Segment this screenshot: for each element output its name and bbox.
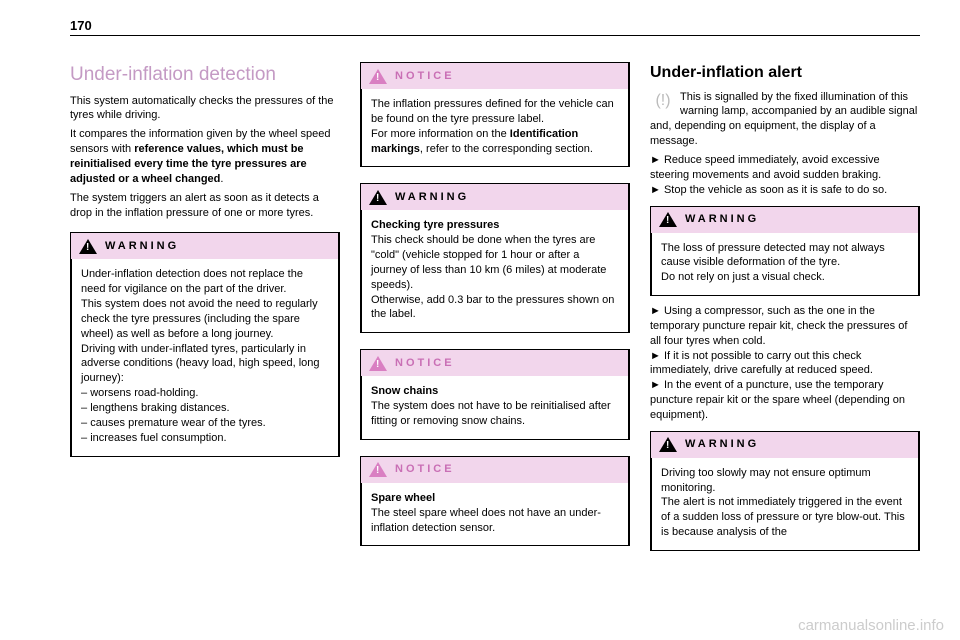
paragraph: The alert is not immediately triggered i… [661, 495, 908, 540]
paragraph: Under-inflation detection does not repla… [81, 267, 328, 297]
tyre-pressure-icon: (!) [650, 90, 676, 112]
warning-title: WARNING [105, 239, 179, 254]
warning-box: WARNING Checking tyre pressures This che… [360, 183, 630, 333]
warning-icon [79, 238, 97, 254]
notice-body: The inflation pressures defined for the … [361, 89, 628, 166]
watermark: carmanualsonline.info [798, 617, 944, 634]
notice-header: NOTICE [361, 350, 628, 376]
list-item: worsens road-holding. [81, 386, 328, 401]
paragraph: Otherwise, add 0.3 bar to the pressures … [371, 293, 618, 323]
warning-body: Checking tyre pressures This check shoul… [361, 210, 628, 332]
paragraph: The system triggers an alert as soon as … [70, 191, 340, 221]
notice-title: NOTICE [395, 462, 455, 477]
arrow-list: Reduce speed immediately, avoid excessiv… [650, 153, 920, 198]
notice-icon [369, 462, 387, 478]
page-number: 170 [70, 18, 92, 33]
notice-header: NOTICE [361, 457, 628, 483]
warning-box: WARNING The loss of pressure detected ma… [650, 206, 920, 297]
heading-under-inflation-alert: Under-inflation alert [650, 62, 920, 84]
warning-body: Under-inflation detection does not repla… [71, 259, 338, 455]
subheading: Checking tyre pressures [371, 218, 618, 233]
notice-body: Snow chains The system does not have to … [361, 376, 628, 439]
top-rule [70, 35, 920, 36]
text: This is signalled by the fixed illuminat… [650, 91, 917, 148]
list-item: Reduce speed immediately, avoid excessiv… [650, 153, 920, 183]
paragraph: This system automatically checks the pre… [70, 94, 340, 124]
warning-title: WARNING [685, 212, 759, 227]
arrow-list: Using a compressor, such as the one in t… [650, 304, 920, 423]
bullet-list: worsens road-holding. lengthens braking … [81, 386, 328, 445]
warning-icon [369, 189, 387, 205]
notice-title: NOTICE [395, 356, 455, 371]
column-1: Under-inflation detection This system au… [70, 62, 340, 630]
subheading: Spare wheel [371, 491, 618, 506]
paragraph: Do not rely on just a visual check. [661, 270, 908, 285]
list-item: causes premature wear of the tyres. [81, 416, 328, 431]
notice-icon [369, 355, 387, 371]
warning-icon [659, 437, 677, 453]
notice-box: NOTICE The inflation pressures defined f… [360, 62, 630, 167]
subheading: Snow chains [371, 384, 618, 399]
paragraph: (!) This is signalled by the fixed illum… [650, 90, 920, 149]
content-columns: Under-inflation detection This system au… [70, 62, 920, 630]
warning-box: WARNING Driving too slowly may not ensur… [650, 431, 920, 551]
paragraph: This check should be done when the tyres… [371, 233, 618, 292]
list-item: lengthens braking distances. [81, 401, 328, 416]
warning-body: Driving too slowly may not ensure optimu… [651, 458, 918, 550]
paragraph: For more information on the Identificati… [371, 127, 618, 157]
column-2: NOTICE The inflation pressures defined f… [360, 62, 630, 630]
text: For more information on the [371, 128, 510, 140]
notice-header: NOTICE [361, 63, 628, 89]
paragraph: Driving too slowly may not ensure optimu… [661, 466, 908, 496]
paragraph: It compares the information given by the… [70, 127, 340, 186]
notice-body: Spare wheel The steel spare wheel does n… [361, 483, 628, 546]
notice-title: NOTICE [395, 69, 455, 84]
paragraph: The steel spare wheel does not have an u… [371, 506, 618, 536]
list-item: Stop the vehicle as soon as it is safe t… [650, 183, 920, 198]
paragraph: Driving with under-inflated tyres, parti… [81, 342, 328, 387]
paragraph: The loss of pressure detected may not al… [661, 241, 908, 271]
list-item: If it is not possible to carry out this … [650, 349, 920, 379]
text: , refer to the corresponding section. [420, 143, 593, 155]
warning-title: WARNING [395, 190, 469, 205]
warning-header: WARNING [361, 184, 628, 210]
paragraph: The inflation pressures defined for the … [371, 97, 618, 127]
list-item: increases fuel consumption. [81, 431, 328, 446]
notice-box: NOTICE Spare wheel The steel spare wheel… [360, 456, 630, 547]
column-3: Under-inflation alert (!) This is signal… [650, 62, 920, 630]
warning-title: WARNING [685, 437, 759, 452]
notice-icon [369, 68, 387, 84]
text: . [220, 173, 223, 185]
list-item: Using a compressor, such as the one in t… [650, 304, 920, 349]
warning-header: WARNING [71, 233, 338, 259]
warning-header: WARNING [651, 207, 918, 233]
paragraph: This system does not avoid the need to r… [81, 297, 328, 342]
notice-box: NOTICE Snow chains The system does not h… [360, 349, 630, 440]
warning-box: WARNING Under-inflation detection does n… [70, 232, 340, 456]
warning-header: WARNING [651, 432, 918, 458]
list-item: In the event of a puncture, use the temp… [650, 378, 920, 423]
heading-under-inflation-detection: Under-inflation detection [70, 62, 340, 88]
warning-icon [659, 212, 677, 228]
paragraph: The system does not have to be reinitial… [371, 399, 618, 429]
warning-body: The loss of pressure detected may not al… [651, 233, 918, 296]
